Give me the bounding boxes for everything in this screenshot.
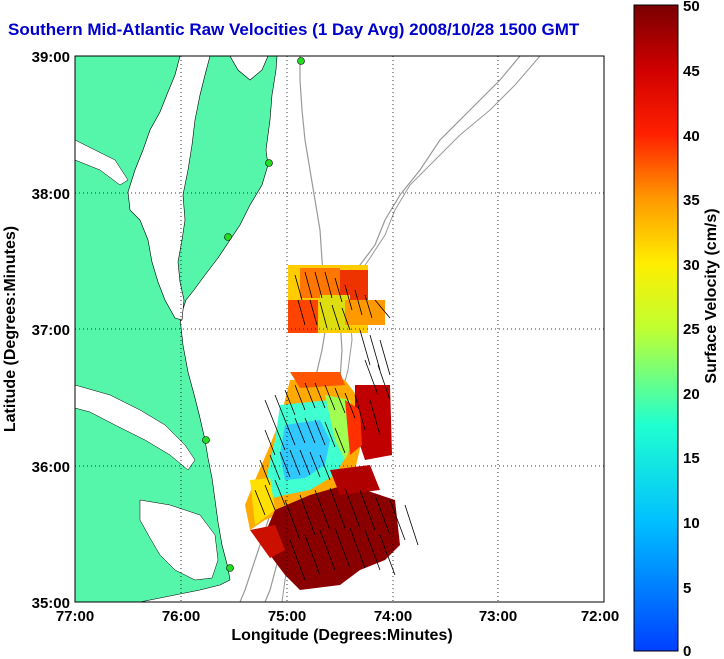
radar-site-marker xyxy=(224,233,232,241)
colorbar-tick-label: 0 xyxy=(683,643,691,659)
x-axis-label: Longitude (Degrees:Minutes) xyxy=(231,627,452,644)
radar-site-marker xyxy=(202,436,210,444)
colorbar-tick-label: 20 xyxy=(683,386,700,403)
map-grid xyxy=(75,56,604,602)
map-title: Southern Mid-Atlantic Raw Velocities (1 … xyxy=(8,20,580,39)
colorbar-tick-label: 50 xyxy=(683,0,700,15)
colorbar-scale xyxy=(633,4,679,652)
colorbar-tick-label: 40 xyxy=(683,128,700,145)
colorbar-label: Surface Velocity (cm/s) xyxy=(703,208,720,383)
chesapeake-bay xyxy=(127,56,211,321)
colorbar-tick-label: 25 xyxy=(683,321,700,338)
shelf-contour-inner xyxy=(239,56,328,602)
y-axis: 39:00 38:00 37:00 36:00 35:00 xyxy=(32,49,70,612)
x-tick-label: 74:00 xyxy=(374,608,412,625)
colorbar-tick-label: 5 xyxy=(683,580,691,597)
southern-river xyxy=(75,384,196,471)
eastern-river xyxy=(75,139,129,186)
x-axis: 77:00 76:00 75:00 74:00 73:00 72:00 xyxy=(56,608,619,625)
colorbar-tick-label: 10 xyxy=(683,515,700,532)
delaware-bay xyxy=(229,56,269,81)
colorbar-tick-label: 45 xyxy=(683,63,700,80)
y-tick-label: 38:00 xyxy=(32,186,70,203)
radar-site-marker xyxy=(297,57,305,65)
colorbar-tick-label: 15 xyxy=(683,450,700,467)
y-axis-label: Latitude (Degrees:Minutes) xyxy=(2,226,19,432)
x-tick-label: 72:00 xyxy=(581,608,619,625)
velocity-vectors xyxy=(254,271,419,581)
radar-site-marker xyxy=(265,159,273,167)
y-tick-label: 37:00 xyxy=(32,322,70,339)
colorbar-tick-label: 30 xyxy=(683,257,700,274)
x-tick-label: 75:00 xyxy=(268,608,306,625)
colorbar: 50 45 40 35 30 25 20 15 10 5 0 Surface V… xyxy=(633,0,720,659)
y-tick-label: 39:00 xyxy=(32,49,70,66)
y-tick-label: 35:00 xyxy=(32,595,70,612)
velocity-field-south xyxy=(245,372,400,590)
radar-site-marker xyxy=(226,564,234,572)
x-tick-label: 77:00 xyxy=(56,608,94,625)
x-tick-label: 76:00 xyxy=(162,608,200,625)
colorbar-tick-label: 35 xyxy=(683,192,700,209)
plot-frame xyxy=(74,55,605,603)
x-tick-label: 73:00 xyxy=(479,608,517,625)
radar-sites xyxy=(202,57,305,572)
y-tick-label: 36:00 xyxy=(32,459,70,476)
pamlico-sound xyxy=(139,499,219,581)
